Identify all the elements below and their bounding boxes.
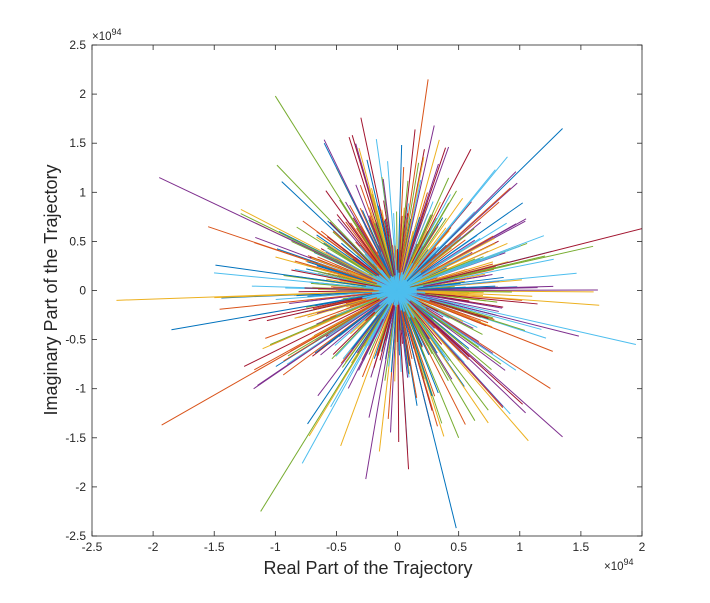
y-tick-label: 2.5: [69, 38, 86, 52]
x-tick-label: 0.5: [450, 540, 467, 554]
x-tick-label: 0: [394, 540, 401, 554]
y-tick-label: -1.5: [65, 431, 86, 445]
y-tick-label: 1.5: [69, 136, 86, 150]
x-tick-label: 1.5: [573, 540, 590, 554]
y-tick-label: -2.5: [65, 529, 86, 543]
x-tick-label: -2: [148, 540, 159, 554]
y-tick-label: -2: [75, 480, 86, 494]
y-tick-label: -0.5: [65, 333, 86, 347]
x-tick-label: -1.5: [204, 540, 225, 554]
y-tick-label: 0.5: [69, 234, 86, 248]
y-axis-label: Imaginary Part of the Trajectory: [41, 164, 61, 415]
y-tick-label: -1: [75, 382, 86, 396]
x-tick-label: 2: [639, 540, 646, 554]
y-tick-label: 2: [79, 87, 86, 101]
x-axis-label: Real Part of the Trajectory: [263, 558, 472, 578]
x-tick-label: -1: [270, 540, 281, 554]
x-tick-label: 1: [516, 540, 523, 554]
y-tick-label: 0: [79, 284, 86, 298]
x-tick-label: -0.5: [326, 540, 347, 554]
y-tick-label: 1: [79, 185, 86, 199]
